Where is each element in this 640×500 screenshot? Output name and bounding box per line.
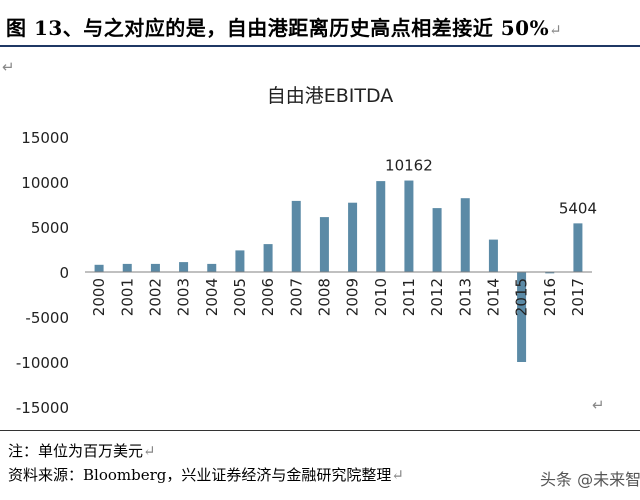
- y-tick-label: -5000: [25, 309, 69, 327]
- y-tick-label: 0: [59, 264, 69, 282]
- bar-2012: [432, 208, 442, 272]
- x-axis: 2000 2001 2002 2003 2004 2005 2006 2007 2008 2009…: [85, 271, 592, 316]
- source-note: 资料来源：Bloomberg，兴业证券经济与金融研究院整理↵: [8, 464, 404, 485]
- ebitda-bar-chart: 自由港EBITDA 15000 10000 5000 0 -5000 -10000 -150…: [16, 85, 597, 417]
- x-tick-label: 2008: [315, 278, 333, 316]
- bar-2008: [319, 217, 329, 272]
- return-mark: ↵: [2, 58, 15, 76]
- y-tick-label: 5000: [31, 219, 69, 237]
- bar-series: [94, 180, 583, 362]
- bar-2003: [179, 262, 189, 272]
- return-mark: ↵: [391, 466, 404, 484]
- y-tick-label: 10000: [21, 174, 69, 192]
- x-tick-label: 2013: [456, 278, 474, 316]
- data-labels: 10162 5404: [385, 157, 597, 218]
- bar-2010: [376, 181, 386, 272]
- x-tick-label: 2012: [428, 278, 446, 316]
- caption-rule: [0, 45, 640, 47]
- unit-note-text: 注：单位为百万美元: [8, 442, 144, 460]
- bar-2013: [460, 198, 470, 272]
- x-tick-label: 2015: [513, 278, 531, 316]
- bar-2009: [348, 202, 358, 272]
- footer-rule: [0, 430, 640, 431]
- watermark: 头条 @未来智库: [540, 470, 640, 489]
- unit-note: 注：单位为百万美元↵: [8, 440, 156, 461]
- bar-2017: [573, 223, 583, 272]
- data-label: 5404: [559, 199, 597, 217]
- x-tick-label: 2006: [259, 278, 277, 316]
- figure-caption-text: 图 13、与之对应的是，自由港距离历史高点相差接近 50%: [6, 16, 550, 40]
- return-mark: ↵: [549, 21, 563, 39]
- x-tick-label: 2007: [287, 278, 305, 316]
- x-tick-label: 2014: [484, 278, 502, 316]
- bar-2001: [122, 263, 132, 272]
- x-tick-label: 2004: [203, 278, 221, 316]
- bar-2002: [150, 263, 160, 272]
- return-mark: ↵: [592, 396, 605, 414]
- bar-2015: [517, 272, 527, 362]
- bar-2016: [545, 272, 555, 274]
- x-tick-label: 2009: [344, 278, 362, 316]
- x-tick-label: 2001: [118, 278, 136, 316]
- bar-2011: [404, 180, 414, 272]
- bar-2006: [263, 244, 273, 272]
- y-tick-label: -10000: [16, 354, 69, 372]
- chart-title: 自由港EBITDA: [267, 85, 394, 107]
- x-tick-label: 2005: [231, 278, 249, 316]
- figure-caption: 图 13、与之对应的是，自由港距离历史高点相差接近 50%↵: [6, 12, 626, 41]
- x-tick-label: 2011: [400, 278, 418, 316]
- x-tick-label: 2010: [372, 278, 390, 316]
- source-note-text: 资料来源：Bloomberg，兴业证券经济与金融研究院整理: [8, 466, 392, 484]
- y-axis: 15000 10000 5000 0 -5000 -10000 -15000: [16, 129, 69, 417]
- bar-2000: [94, 264, 104, 272]
- bar-2014: [488, 239, 498, 272]
- bar-2007: [291, 200, 301, 272]
- x-tick-label: 2016: [541, 278, 559, 316]
- y-tick-label: -15000: [16, 399, 69, 417]
- return-mark: ↵: [143, 442, 156, 460]
- bar-2004: [207, 263, 217, 272]
- y-tick-label: 15000: [21, 129, 69, 147]
- x-tick-label: 2000: [90, 278, 108, 316]
- x-tick-label: 2002: [146, 278, 164, 316]
- bar-2005: [235, 250, 245, 272]
- x-tick-label: 2003: [175, 278, 193, 316]
- data-label: 10162: [385, 157, 433, 175]
- x-tick-label: 2017: [569, 278, 587, 316]
